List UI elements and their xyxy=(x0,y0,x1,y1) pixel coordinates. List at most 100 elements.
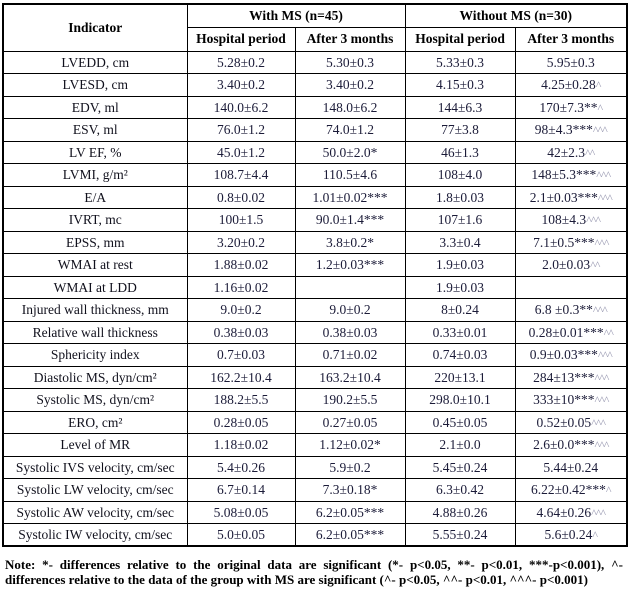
value-cell: 5.6±0.24^ xyxy=(514,523,628,547)
table-row: Level of MR 1.18±0.02 1.12±0.02* 2.1±0.0 2.6… xyxy=(2,433,628,457)
indicator-cell: LVMI, g/m² xyxy=(2,163,188,187)
value-cell: 5.55±0.24 xyxy=(404,523,516,547)
indicator-cell: Systolic MS, dyn/cm² xyxy=(2,388,188,412)
value-cell: 3.40±0.2 xyxy=(294,73,406,97)
indicator-cell: WMAI at rest xyxy=(2,253,188,277)
value-cell xyxy=(294,275,406,299)
table-row: Injured wall thickness, mm 9.0±0.2 9.0±0.2… xyxy=(2,298,628,322)
value-cell: 0.7±0.03 xyxy=(186,343,296,367)
table-row: LVEDD, cm 5.28±0.2 5.30±0.3 5.33±0.3 5.95±0.… xyxy=(2,50,628,74)
value-cell: 1.12±0.02* xyxy=(294,433,406,457)
significance-caret: ^^^ xyxy=(592,303,608,317)
table-row: WMAI at rest 1.88±0.02 1.2±0.03*** 1.9±0.03… xyxy=(2,253,628,277)
table-row: LVESD, cm 3.40±0.2 3.40±0.2 4.15±0.3 4.25±0.… xyxy=(2,73,628,97)
indicator-cell: ESV, ml xyxy=(2,118,188,142)
value-cell: 3.8±0.2* xyxy=(294,230,406,254)
indicator-cell: Systolic LW velocity, cm/sec xyxy=(2,478,188,502)
value-cell: 90.0±1.4*** xyxy=(294,208,406,232)
table-row: EPSS, mm 3.20±0.2 3.8±0.2* 3.3±0.4 7.1±0.5**… xyxy=(2,230,628,254)
value-cell: 6.2±0.05*** xyxy=(294,523,406,547)
value-cell: 50.0±2.0* xyxy=(294,140,406,164)
indicator-cell: Level of MR xyxy=(2,433,188,457)
table-row: Systolic IVS velocity, cm/sec 5.4±0.26 5.9… xyxy=(2,455,628,479)
value-cell: 7.3±0.18* xyxy=(294,478,406,502)
significance-caret: ^ xyxy=(605,483,612,497)
value-cell: 5.44±0.24 xyxy=(514,455,628,479)
value-cell: 5.28±0.2 xyxy=(186,50,296,74)
significance-caret: ^^^ xyxy=(594,393,610,407)
value-cell: 0.38±0.03 xyxy=(186,320,296,344)
significance-caret: ^^ xyxy=(585,145,595,160)
value-cell: 4.25±0.28^ xyxy=(514,73,628,97)
value-cell: 77±3.8 xyxy=(404,118,516,142)
significance-caret: ^^^ xyxy=(597,348,613,362)
table-row: LVMI, g/m² 108.7±4.4 110.5±4.6 108±4.0 148±5… xyxy=(2,163,628,187)
indicator-cell: Relative wall thickness xyxy=(2,320,188,344)
subheader-withms-hospital: Hospital period xyxy=(186,26,296,52)
significance-caret: ^^^ xyxy=(596,168,611,182)
indicator-cell: ERO, cm² xyxy=(2,410,188,434)
indicator-cell: IVRT, mc xyxy=(2,208,188,232)
value-cell: 6.7±0.14 xyxy=(186,478,296,502)
table-row: Relative wall thickness 0.38±0.03 0.38±0.0… xyxy=(2,320,628,344)
significance-caret: ^^ xyxy=(590,258,600,272)
value-cell: 108±4.0 xyxy=(404,163,516,187)
value-cell: 6.3±0.42 xyxy=(404,478,516,502)
value-cell: 108.7±4.4 xyxy=(186,163,296,187)
table-row: ESV, ml 76.0±1.2 74.0±1.2 77±3.8 98±4.3***^^… xyxy=(2,118,628,142)
value-cell: 0.9±0.03***^^^ xyxy=(514,343,628,367)
value-cell: 0.74±0.03 xyxy=(404,343,516,367)
significance-caret: ^^^ xyxy=(586,213,601,227)
significance-caret: ^^^ xyxy=(591,415,606,430)
value-cell: 6.8 ±0.3**^^^ xyxy=(514,298,628,322)
table-header: Indicator With MS (n=45) Without MS (n=3… xyxy=(2,3,628,52)
table-row: Sphericity index 0.7±0.03 0.71±0.02 0.74±0.… xyxy=(2,343,628,367)
value-cell: 8±0.24 xyxy=(404,298,516,322)
table-row: WMAI at LDD 1.16±0.02 1.9±0.03 xyxy=(2,275,628,299)
value-cell: 1.88±0.02 xyxy=(186,253,296,277)
value-cell: 100±1.5 xyxy=(186,208,296,232)
significance-caret: ^^ xyxy=(603,325,614,340)
indicator-cell: LV EF, % xyxy=(2,140,188,164)
indicator-cell: EPSS, mm xyxy=(2,230,188,254)
indicator-cell: Injured wall thickness, mm xyxy=(2,298,188,322)
value-cell: 5.45±0.24 xyxy=(404,455,516,479)
table-body: LVEDD, cm 5.28±0.2 5.30±0.3 5.33±0.3 5.95±0.… xyxy=(2,50,628,547)
value-cell: 0.33±0.01 xyxy=(404,320,516,344)
indicator-cell: Sphericity index xyxy=(2,343,188,367)
value-cell: 108±4.3^^^ xyxy=(514,208,628,232)
value-cell: 46±1.3 xyxy=(404,140,516,164)
value-cell: 2.6±0.0***^^^ xyxy=(514,433,628,457)
table-row: Systolic MS, dyn/cm² 188.2±5.5 190.2±5.5 29… xyxy=(2,388,628,412)
value-cell: 220±13.1 xyxy=(404,365,516,389)
value-cell: 284±13***^^^ xyxy=(514,365,628,389)
table-row: Systolic LW velocity, cm/sec 6.7±0.14 7.3±… xyxy=(2,478,628,502)
value-cell: 1.8±0.03 xyxy=(404,185,516,209)
value-cell: 76.0±1.2 xyxy=(186,118,296,142)
value-cell: 74.0±1.2 xyxy=(294,118,406,142)
significance-note: Note: *- differences relative to the ori… xyxy=(5,557,623,587)
significance-caret: ^^^ xyxy=(597,190,613,205)
value-cell: 1.01±0.02*** xyxy=(294,185,406,209)
value-cell: 1.2±0.03*** xyxy=(294,253,406,277)
value-cell: 0.52±0.05^^^ xyxy=(514,410,628,434)
indicator-cell: E/A xyxy=(2,185,188,209)
table-row: Systolic IW velocity, cm/sec 5.0±0.05 6.2±… xyxy=(2,523,628,547)
value-cell: 110.5±4.6 xyxy=(294,163,406,187)
value-cell: 5.9±0.2 xyxy=(294,455,406,479)
value-cell: 45.0±1.2 xyxy=(186,140,296,164)
value-cell: 298.0±10.1 xyxy=(404,388,516,412)
value-cell: 0.27±0.05 xyxy=(294,410,406,434)
value-cell: 9.0±0.2 xyxy=(186,298,296,322)
value-cell: 190.2±5.5 xyxy=(294,388,406,412)
indicator-column-header: Indicator xyxy=(2,3,188,52)
table-row: Systolic AW velocity, cm/sec 5.08±0.05 6.2… xyxy=(2,500,628,524)
group-header-without-ms: Without MS (n=30) xyxy=(404,3,628,28)
value-cell: 107±1.6 xyxy=(404,208,516,232)
value-cell: 0.8±0.02 xyxy=(186,185,296,209)
table-row: Diastolic MS, dyn/cm² 162.2±10.4 163.2±10.… xyxy=(2,365,628,389)
value-cell: 1.18±0.02 xyxy=(186,433,296,457)
value-cell: 5.95±0.3 xyxy=(514,50,628,74)
value-cell: 5.4±0.26 xyxy=(186,455,296,479)
value-cell: 4.64±0.26^^^ xyxy=(514,500,628,524)
